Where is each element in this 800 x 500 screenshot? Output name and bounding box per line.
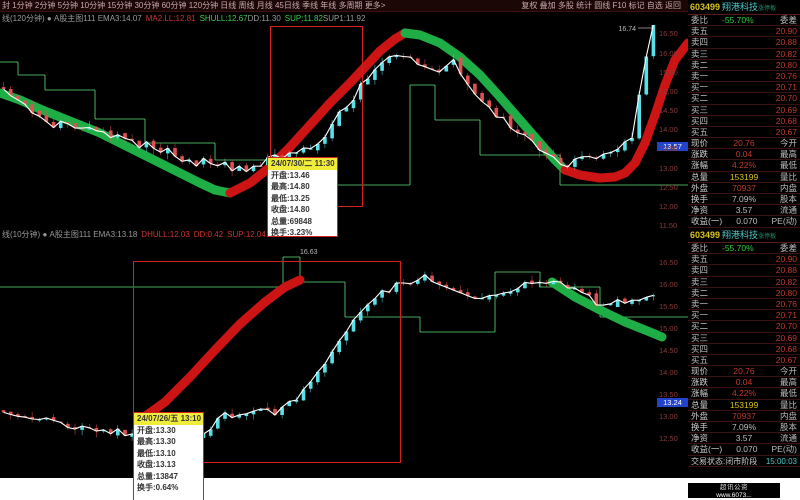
- svg-text:16.63: 16.63: [300, 249, 318, 256]
- svg-text:16.74: 16.74: [618, 26, 636, 33]
